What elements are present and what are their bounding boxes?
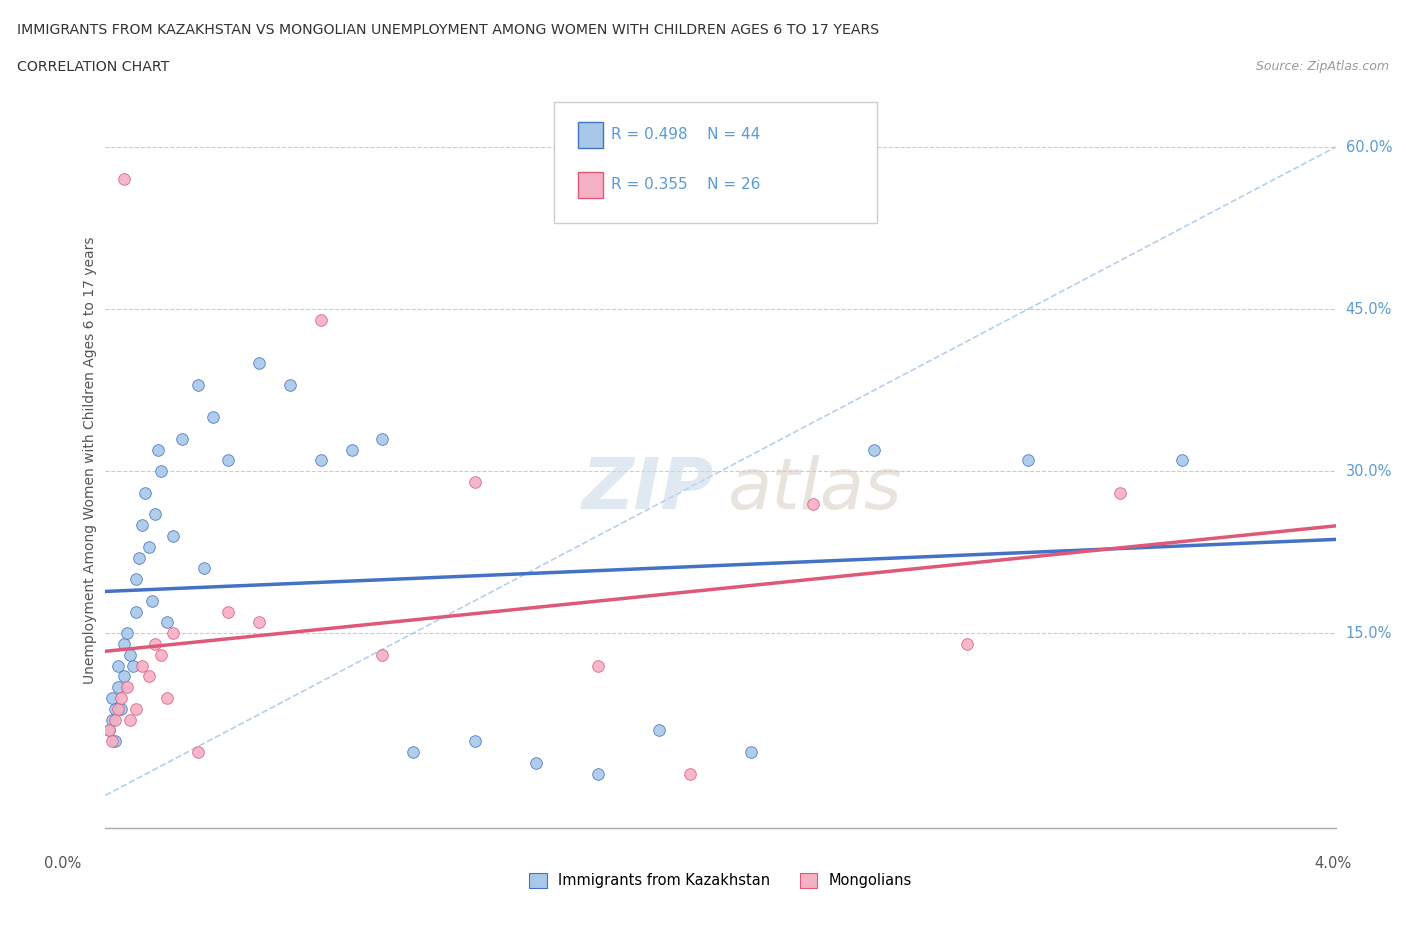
Point	[146, 442, 169, 457]
Text: 30.0%: 30.0%	[1346, 464, 1392, 479]
Point	[131, 518, 153, 533]
Text: atlas: atlas	[727, 456, 901, 525]
Point	[187, 745, 209, 760]
Point	[149, 647, 172, 662]
Point	[110, 691, 132, 706]
Point	[218, 604, 240, 619]
Point	[100, 734, 122, 749]
Point	[125, 701, 148, 716]
Point	[464, 734, 486, 749]
Point	[143, 637, 166, 652]
Point	[371, 432, 394, 446]
Point	[107, 658, 129, 673]
Point	[193, 561, 215, 576]
Text: 4.0%: 4.0%	[1315, 856, 1351, 870]
Point	[134, 485, 156, 500]
Point	[586, 658, 609, 673]
Point	[801, 496, 824, 511]
Text: R = 0.355    N = 26: R = 0.355 N = 26	[612, 178, 761, 193]
Point	[120, 647, 141, 662]
Point	[138, 669, 160, 684]
Text: 15.0%: 15.0%	[1346, 626, 1392, 641]
Point	[309, 453, 332, 468]
Point	[112, 172, 135, 187]
Text: 60.0%: 60.0%	[1346, 140, 1392, 154]
Point	[110, 701, 132, 716]
Point	[104, 734, 127, 749]
Point	[740, 745, 762, 760]
Point	[524, 755, 547, 770]
Point	[1171, 453, 1194, 468]
Point	[141, 593, 163, 608]
Text: CORRELATION CHART: CORRELATION CHART	[17, 60, 169, 74]
Point	[172, 432, 194, 446]
Text: R = 0.498    N = 44: R = 0.498 N = 44	[612, 127, 761, 142]
Point	[464, 474, 486, 489]
Point	[122, 658, 145, 673]
Point	[128, 551, 150, 565]
Point	[1017, 453, 1039, 468]
Point	[143, 507, 166, 522]
Text: ZIP: ZIP	[582, 456, 714, 525]
Point	[125, 604, 148, 619]
Point	[1109, 485, 1132, 500]
Point	[202, 410, 225, 425]
Point	[247, 355, 270, 370]
Text: Source: ZipAtlas.com: Source: ZipAtlas.com	[1256, 60, 1389, 73]
Point	[97, 723, 120, 737]
Point	[187, 378, 209, 392]
Point	[402, 745, 425, 760]
Point	[309, 312, 332, 327]
Point	[107, 701, 129, 716]
Point	[956, 637, 979, 652]
Point	[115, 626, 138, 641]
Point	[104, 712, 127, 727]
Point	[107, 680, 129, 695]
Point	[131, 658, 153, 673]
Point	[371, 647, 394, 662]
Point	[586, 766, 609, 781]
Text: IMMIGRANTS FROM KAZAKHSTAN VS MONGOLIAN UNEMPLOYMENT AMONG WOMEN WITH CHILDREN A: IMMIGRANTS FROM KAZAKHSTAN VS MONGOLIAN …	[17, 23, 879, 37]
Point	[218, 453, 240, 468]
Legend: Immigrants from Kazakhstan, Mongolians: Immigrants from Kazakhstan, Mongolians	[523, 867, 918, 894]
Point	[863, 442, 886, 457]
Point	[104, 701, 127, 716]
Point	[112, 637, 135, 652]
Point	[156, 615, 179, 630]
Point	[125, 572, 148, 587]
Y-axis label: Unemployment Among Women with Children Ages 6 to 17 years: Unemployment Among Women with Children A…	[83, 236, 97, 684]
Point	[120, 712, 141, 727]
Point	[162, 528, 184, 543]
Point	[100, 691, 122, 706]
Point	[162, 626, 184, 641]
Text: 45.0%: 45.0%	[1346, 301, 1392, 316]
Text: 0.0%: 0.0%	[44, 856, 82, 870]
Point	[138, 539, 160, 554]
Point	[340, 442, 363, 457]
Point	[247, 615, 270, 630]
Point	[648, 723, 671, 737]
Point	[156, 691, 179, 706]
Point	[112, 669, 135, 684]
Point	[97, 723, 120, 737]
Point	[149, 464, 172, 479]
Point	[278, 378, 301, 392]
Point	[100, 712, 122, 727]
Point	[115, 680, 138, 695]
Point	[679, 766, 702, 781]
